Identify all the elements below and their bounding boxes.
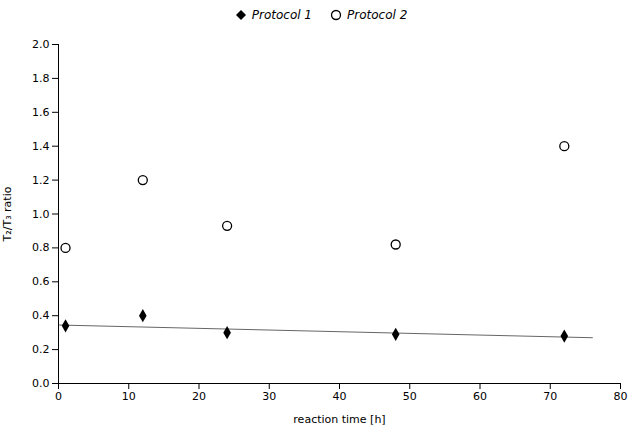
svg-text:50: 50 (403, 390, 417, 403)
svg-text:0.2: 0.2 (32, 343, 50, 356)
svg-text:40: 40 (333, 390, 347, 403)
svg-text:0.6: 0.6 (32, 275, 50, 288)
svg-text:reaction time [h]: reaction time [h] (293, 413, 385, 426)
svg-text:1.8: 1.8 (32, 72, 50, 85)
html-text:Protocol 2: Protocol 2 (347, 8, 408, 22)
svg-text:80: 80 (614, 390, 628, 403)
svg-text:T₂/T₃ ratio: T₂/T₃ ratio (1, 186, 14, 242)
svg-text:1.4: 1.4 (32, 140, 50, 153)
svg-text:0.0: 0.0 (32, 377, 50, 390)
svg-text:2.0: 2.0 (32, 38, 50, 51)
html-text:Protocol 1: Protocol 1 (251, 8, 312, 22)
svg-text:70: 70 (543, 390, 557, 403)
svg-text:1.6: 1.6 (32, 106, 50, 119)
svg-text:0.4: 0.4 (32, 309, 50, 322)
svg-text:1.2: 1.2 (32, 174, 50, 187)
svg-text:1.0: 1.0 (32, 208, 50, 221)
svg-text:60: 60 (473, 390, 487, 403)
svg-text:30: 30 (262, 390, 276, 403)
svg-text:10: 10 (122, 390, 136, 403)
svg-text:0: 0 (55, 390, 62, 403)
svg-text:20: 20 (192, 390, 206, 403)
svg-text:0.8: 0.8 (32, 241, 50, 254)
